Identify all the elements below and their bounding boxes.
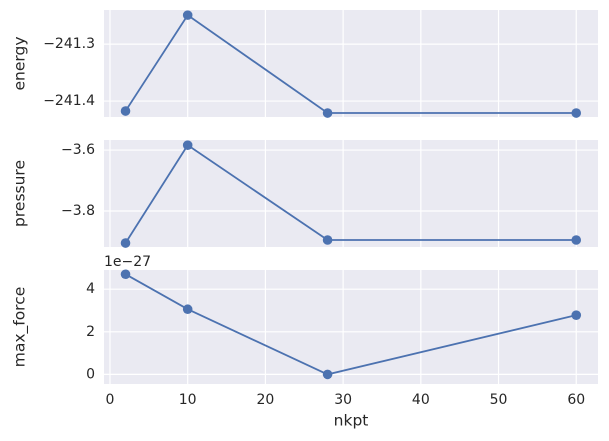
x-tick-label: 0 (106, 392, 115, 408)
data-point (182, 304, 193, 315)
y-tick-label: −241.3 (43, 36, 95, 52)
data-point (182, 140, 193, 150)
y-tick-label: 0 (86, 366, 95, 382)
y-axis-label: energy (11, 36, 29, 90)
x-tick-label: 60 (567, 392, 585, 408)
data-line (125, 273, 577, 376)
data-point (322, 369, 333, 380)
offset-label: 1e−27 (104, 254, 151, 270)
data-point (120, 106, 131, 116)
data-point (322, 235, 333, 245)
y-tick-label: 2 (86, 324, 95, 340)
plot-background (104, 140, 598, 247)
data-point (120, 269, 131, 280)
data-point (571, 310, 582, 320)
x-tick-label: 50 (490, 392, 508, 408)
x-tick-label: 10 (179, 392, 197, 408)
x-axis-label: nkpt (334, 412, 369, 430)
x-tick-label: 20 (256, 392, 274, 408)
data-point (120, 238, 131, 248)
data-point (571, 235, 582, 245)
y-axis-label: max_force (11, 287, 30, 368)
y-tick-label: −3.6 (61, 142, 95, 158)
y-tick-label: −241.4 (43, 93, 95, 109)
data-point (322, 108, 333, 118)
data-point (182, 10, 193, 20)
y-axis-label: pressure (11, 160, 29, 227)
data-line (124, 143, 577, 244)
x-tick-label: 30 (334, 392, 352, 408)
y-tick-label: 4 (86, 281, 95, 297)
data-line (124, 13, 577, 114)
x-tick-label: 40 (412, 392, 430, 408)
data-point (571, 108, 582, 118)
y-tick-label: −3.8 (61, 203, 95, 219)
plot-background (104, 10, 598, 117)
